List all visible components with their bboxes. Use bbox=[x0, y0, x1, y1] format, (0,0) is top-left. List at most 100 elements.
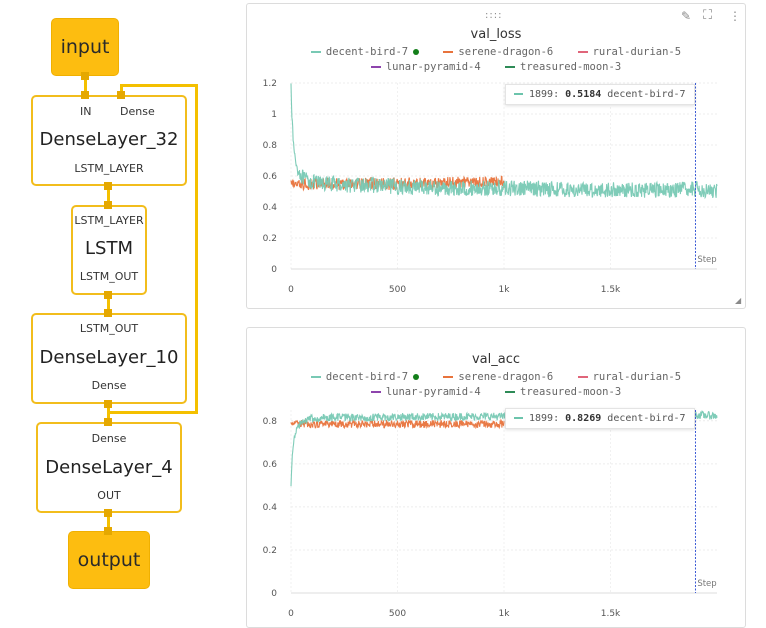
port-lstm-out: LSTM_OUT bbox=[79, 270, 139, 283]
legend-item[interactable]: lunar-pyramid-4 bbox=[370, 61, 481, 73]
y-tick-label: 0.4 bbox=[263, 503, 278, 513]
dense-layer-32-node[interactable]: IN Dense DenseLayer_32 LSTM_LAYER bbox=[31, 95, 187, 186]
port-handle[interactable] bbox=[104, 400, 112, 408]
y-tick-label: 1.2 bbox=[263, 79, 277, 89]
fullscreen-icon[interactable]: ⛶ bbox=[703, 8, 713, 23]
legend-swatch bbox=[505, 391, 515, 393]
y-tick-label: 0.8 bbox=[263, 141, 278, 151]
port-handle[interactable] bbox=[104, 509, 112, 517]
more-vert-icon[interactable]: ⋮ bbox=[729, 9, 741, 23]
active-run-dot bbox=[413, 374, 420, 380]
x-tick-label: 0 bbox=[288, 285, 294, 295]
legend-item[interactable]: serene-dragon-6 bbox=[443, 371, 553, 383]
y-tick-label: 0 bbox=[271, 589, 277, 599]
legend-row-1: decent-bird-7 serene-dragon-6 rural-duri… bbox=[247, 371, 745, 383]
legend-swatch bbox=[577, 51, 588, 53]
legend-item[interactable]: serene-dragon-6 bbox=[443, 46, 553, 58]
legend-swatch bbox=[370, 391, 381, 393]
legend-item[interactable]: lunar-pyramid-4 bbox=[370, 386, 481, 398]
port-handle[interactable] bbox=[81, 91, 89, 99]
node-title: DenseLayer_32 bbox=[39, 129, 179, 150]
port-handle[interactable] bbox=[81, 72, 89, 80]
val-loss-panel: :::: ✎ ⛶ ⋮ val_loss decent-bird-7 serene… bbox=[246, 3, 746, 309]
dense-layer-4-node[interactable]: Dense DenseLayer_4 OUT bbox=[36, 422, 182, 513]
skip-connector bbox=[108, 411, 198, 414]
legend-swatch bbox=[370, 66, 381, 68]
x-tick-label: 500 bbox=[389, 609, 406, 619]
port-out: OUT bbox=[97, 489, 121, 502]
legend-item[interactable]: rural-durian-5 bbox=[577, 46, 681, 58]
resize-handle-icon[interactable]: ◢ bbox=[735, 296, 742, 305]
legend-swatch bbox=[505, 66, 515, 68]
connector bbox=[107, 184, 110, 208]
port-handle[interactable] bbox=[104, 291, 112, 299]
y-tick-label: 1 bbox=[271, 110, 277, 120]
connector bbox=[84, 76, 87, 98]
legend-item[interactable]: treasured-moon-3 bbox=[505, 61, 621, 73]
port-dense: Dense bbox=[91, 432, 127, 445]
connector bbox=[107, 512, 110, 534]
x-axis-label: Step bbox=[697, 255, 716, 265]
legend-row-1: decent-bird-7 serene-dragon-6 rural-duri… bbox=[247, 46, 745, 58]
y-tick-label: 0.6 bbox=[263, 172, 278, 182]
drag-handle-icon[interactable]: :::: bbox=[485, 10, 503, 21]
legend-swatch bbox=[443, 51, 454, 53]
y-tick-label: 0.8 bbox=[263, 417, 278, 427]
hover-tooltip: 1899: 0.8269 decent-bird-7 bbox=[505, 408, 695, 429]
input-node[interactable]: input bbox=[51, 18, 119, 76]
connector bbox=[107, 294, 110, 316]
legend-item[interactable]: decent-bird-7 bbox=[310, 371, 420, 383]
port-lstm-layer: LSTM_LAYER bbox=[74, 214, 144, 227]
port-handle[interactable] bbox=[117, 91, 125, 99]
pencil-icon[interactable]: ✎ bbox=[681, 9, 692, 23]
active-run-dot bbox=[413, 49, 420, 55]
dense-layer-10-node[interactable]: LSTM_OUT DenseLayer_10 Dense bbox=[31, 313, 187, 404]
hover-tooltip: 1899: 0.5184 decent-bird-7 bbox=[505, 84, 695, 105]
port-dense: Dense bbox=[120, 105, 155, 118]
y-tick-label: 0.2 bbox=[263, 234, 277, 244]
legend-item[interactable]: decent-bird-7 bbox=[310, 46, 420, 58]
port-in: IN bbox=[80, 105, 92, 118]
skip-connector bbox=[195, 84, 198, 414]
port-handle[interactable] bbox=[104, 527, 112, 535]
x-axis-label: Step bbox=[697, 579, 716, 589]
y-tick-label: 0.6 bbox=[263, 460, 278, 470]
val-acc-chart[interactable]: 0 0.2 0.4 0.6 0.8 0 500 1k 1.5k Step bbox=[247, 328, 745, 627]
chart-title: val_loss bbox=[470, 27, 522, 42]
skip-connector bbox=[120, 84, 198, 87]
tooltip-swatch bbox=[514, 417, 523, 419]
legend-row-2: lunar-pyramid-4 treasured-moon-3 bbox=[247, 386, 745, 398]
x-tick-label: 1.5k bbox=[601, 609, 621, 619]
x-tick-label: 1.5k bbox=[601, 285, 621, 295]
port-handle[interactable] bbox=[104, 182, 112, 190]
output-node[interactable]: output bbox=[68, 531, 150, 589]
y-tick-label: 0.2 bbox=[263, 546, 277, 556]
model-graph: input IN Dense DenseLayer_32 LSTM_LAYER … bbox=[0, 0, 232, 628]
legend-swatch bbox=[577, 376, 588, 378]
legend-swatch bbox=[443, 376, 454, 378]
lstm-node[interactable]: LSTM_LAYER LSTM LSTM_OUT bbox=[71, 205, 147, 295]
y-tick-label: 0 bbox=[271, 265, 277, 275]
port-handle[interactable] bbox=[104, 418, 112, 426]
port-handle[interactable] bbox=[104, 309, 112, 317]
port-handle[interactable] bbox=[104, 201, 112, 209]
val-loss-chart[interactable]: 0 0.2 0.4 0.6 0.8 1 1.2 0 500 1k 1.5k Step bbox=[247, 4, 745, 308]
port-dense: Dense bbox=[91, 379, 127, 392]
x-tick-label: 0 bbox=[288, 609, 294, 619]
x-tick-label: 500 bbox=[389, 285, 406, 295]
series-line-decent-bird-7[interactable] bbox=[290, 83, 718, 200]
legend-item[interactable]: treasured-moon-3 bbox=[505, 386, 621, 398]
y-tick-label: 0.4 bbox=[263, 203, 278, 213]
node-title: DenseLayer_4 bbox=[45, 457, 173, 478]
node-title: DenseLayer_10 bbox=[39, 347, 179, 368]
legend-row-2: lunar-pyramid-4 treasured-moon-3 bbox=[247, 61, 745, 73]
tooltip-swatch bbox=[514, 93, 523, 95]
connector bbox=[107, 403, 110, 425]
node-title: LSTM bbox=[85, 238, 133, 259]
x-tick-label: 1k bbox=[499, 609, 511, 619]
port-lstm-layer: LSTM_LAYER bbox=[74, 162, 144, 175]
legend-item[interactable]: rural-durian-5 bbox=[577, 371, 681, 383]
val-acc-panel: val_acc decent-bird-7 serene-dragon-6 ru… bbox=[246, 327, 746, 628]
chart-title: val_acc bbox=[471, 352, 521, 367]
legend-swatch bbox=[310, 51, 321, 53]
